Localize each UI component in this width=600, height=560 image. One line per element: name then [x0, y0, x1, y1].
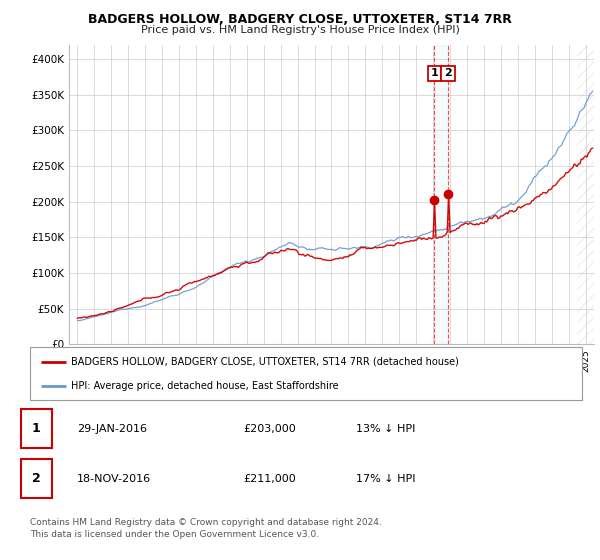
- Text: HPI: Average price, detached house, East Staffordshire: HPI: Average price, detached house, East…: [71, 381, 339, 391]
- Text: 29-JAN-2016: 29-JAN-2016: [77, 424, 147, 434]
- Bar: [434, 45, 448, 344]
- Text: 18-NOV-2016: 18-NOV-2016: [77, 474, 151, 483]
- FancyBboxPatch shape: [21, 409, 52, 449]
- FancyBboxPatch shape: [30, 347, 582, 400]
- Text: Contains HM Land Registry data © Crown copyright and database right 2024.
This d: Contains HM Land Registry data © Crown c…: [30, 518, 382, 539]
- FancyBboxPatch shape: [21, 459, 52, 498]
- Text: 2: 2: [444, 68, 452, 78]
- Text: £211,000: £211,000: [244, 474, 296, 483]
- Text: 2: 2: [32, 472, 41, 485]
- Text: 17% ↓ HPI: 17% ↓ HPI: [356, 474, 416, 483]
- Text: BADGERS HOLLOW, BADGERY CLOSE, UTTOXETER, ST14 7RR: BADGERS HOLLOW, BADGERY CLOSE, UTTOXETER…: [88, 13, 512, 26]
- Text: 1: 1: [431, 68, 439, 78]
- Text: 1: 1: [32, 422, 41, 435]
- Text: 13% ↓ HPI: 13% ↓ HPI: [356, 424, 416, 434]
- Text: BADGERS HOLLOW, BADGERY CLOSE, UTTOXETER, ST14 7RR (detached house): BADGERS HOLLOW, BADGERY CLOSE, UTTOXETER…: [71, 357, 459, 367]
- Text: Price paid vs. HM Land Registry's House Price Index (HPI): Price paid vs. HM Land Registry's House …: [140, 25, 460, 35]
- Text: £203,000: £203,000: [244, 424, 296, 434]
